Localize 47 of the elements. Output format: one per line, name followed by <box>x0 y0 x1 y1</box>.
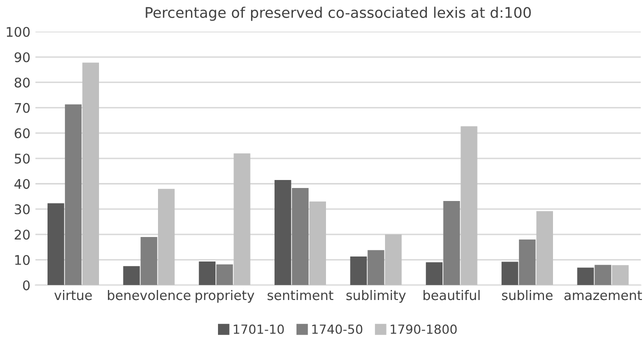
bar <box>309 201 326 286</box>
bar <box>460 126 478 286</box>
legend-label: 1701-10 <box>234 324 284 334</box>
bar <box>612 265 629 286</box>
y-tick-label: 60 <box>14 128 30 138</box>
y-tick-label: 90 <box>14 52 30 62</box>
legend-label: 1740-50 <box>312 324 362 334</box>
bar <box>350 256 367 286</box>
bar <box>502 262 518 286</box>
y-tick-label: 100 <box>6 26 30 37</box>
y-tick-label: 80 <box>14 78 30 88</box>
bar <box>158 188 175 286</box>
y-tick-label: 20 <box>14 230 30 240</box>
y-tick-label: 70 <box>14 102 30 113</box>
y-tick-label: 40 <box>14 178 30 189</box>
x-tick-label: virtue <box>54 290 92 300</box>
y-tick-label: 10 <box>15 254 30 265</box>
bar <box>443 200 460 286</box>
x-tick-label: sublimity <box>346 290 406 303</box>
legend-label: 1790-1800 <box>390 324 457 334</box>
bar <box>426 262 443 286</box>
x-tick-label: beautiful <box>424 290 480 300</box>
y-tick-label: 50 <box>14 154 30 164</box>
y-tick-label: 0 <box>23 280 30 290</box>
x-tick-label: sublime <box>502 290 553 300</box>
bar <box>385 234 402 286</box>
x-tick-label: sentiment <box>268 290 334 300</box>
bar <box>64 104 82 286</box>
bar <box>140 236 158 286</box>
bar <box>216 264 233 286</box>
y-tick-label: 30 <box>14 204 30 214</box>
bar <box>594 264 612 286</box>
bar <box>234 153 250 286</box>
bar <box>292 188 309 286</box>
bar <box>577 268 594 286</box>
chart-title: Percentage of preserved co-associated lexis at d:100 <box>146 6 531 21</box>
bar <box>274 180 292 286</box>
bar <box>48 203 64 286</box>
x-tick-label: benevolence <box>108 290 190 300</box>
bar <box>518 240 536 286</box>
x-tick-label: propriety <box>196 290 254 303</box>
bar <box>536 211 554 286</box>
bar <box>82 62 99 286</box>
bar <box>198 262 216 286</box>
bar <box>123 266 140 286</box>
bar <box>368 250 384 286</box>
x-tick-label: amazement <box>564 290 642 300</box>
